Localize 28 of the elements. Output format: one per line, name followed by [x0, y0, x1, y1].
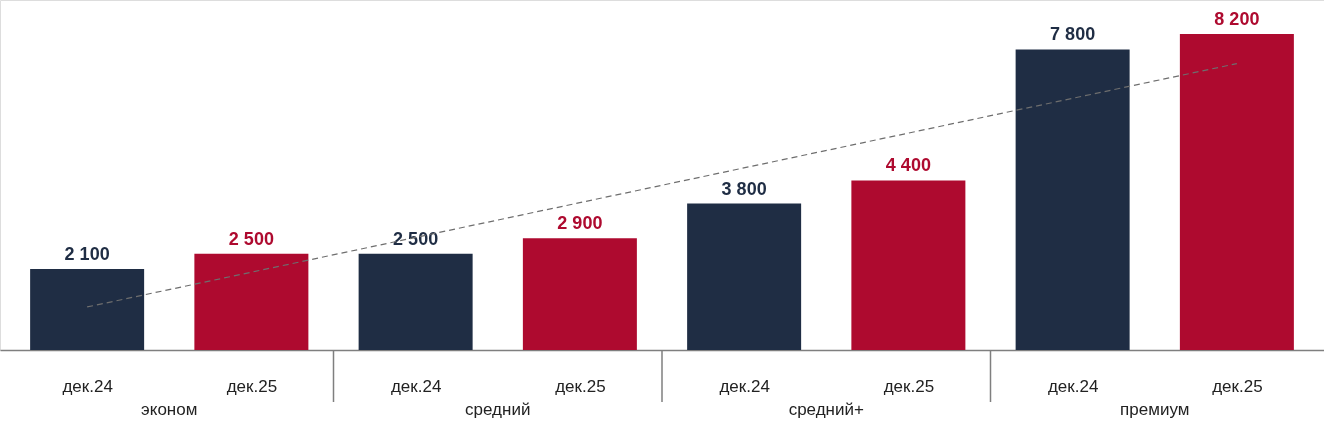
- x-tick-label: дек.25: [555, 376, 606, 396]
- data-label: 2 500: [228, 228, 274, 249]
- data-label: 2 500: [393, 228, 439, 249]
- bar: [687, 203, 802, 350]
- x-tick-label: дек.25: [226, 376, 278, 396]
- bar: [1179, 34, 1294, 350]
- bar: [522, 238, 637, 350]
- data-label: 2 900: [557, 213, 603, 234]
- data-label: 7 800: [1050, 24, 1096, 45]
- bar: [1015, 49, 1130, 350]
- data-label: 3 800: [721, 178, 767, 199]
- bar: [358, 253, 473, 350]
- x-tick-label: дек.24: [62, 376, 113, 396]
- x-tick-label: дек.24: [1047, 376, 1099, 396]
- text: средний+: [788, 400, 864, 419]
- data-label: 4 400: [885, 155, 931, 176]
- x-tick-label: дек.24: [719, 376, 770, 396]
- x-tick-label: дек.25: [1212, 376, 1263, 396]
- text: премиум: [1120, 400, 1190, 419]
- x-tick-label: дек.24: [390, 376, 442, 396]
- x-tick-label: дек.25: [883, 376, 935, 396]
- text: средний: [465, 400, 531, 419]
- bar: [851, 180, 966, 350]
- data-label: 8 200: [1214, 9, 1260, 29]
- bar: [194, 253, 309, 350]
- data-label: 2 100: [64, 244, 110, 265]
- text: эконом: [141, 400, 198, 419]
- bar: [30, 269, 145, 350]
